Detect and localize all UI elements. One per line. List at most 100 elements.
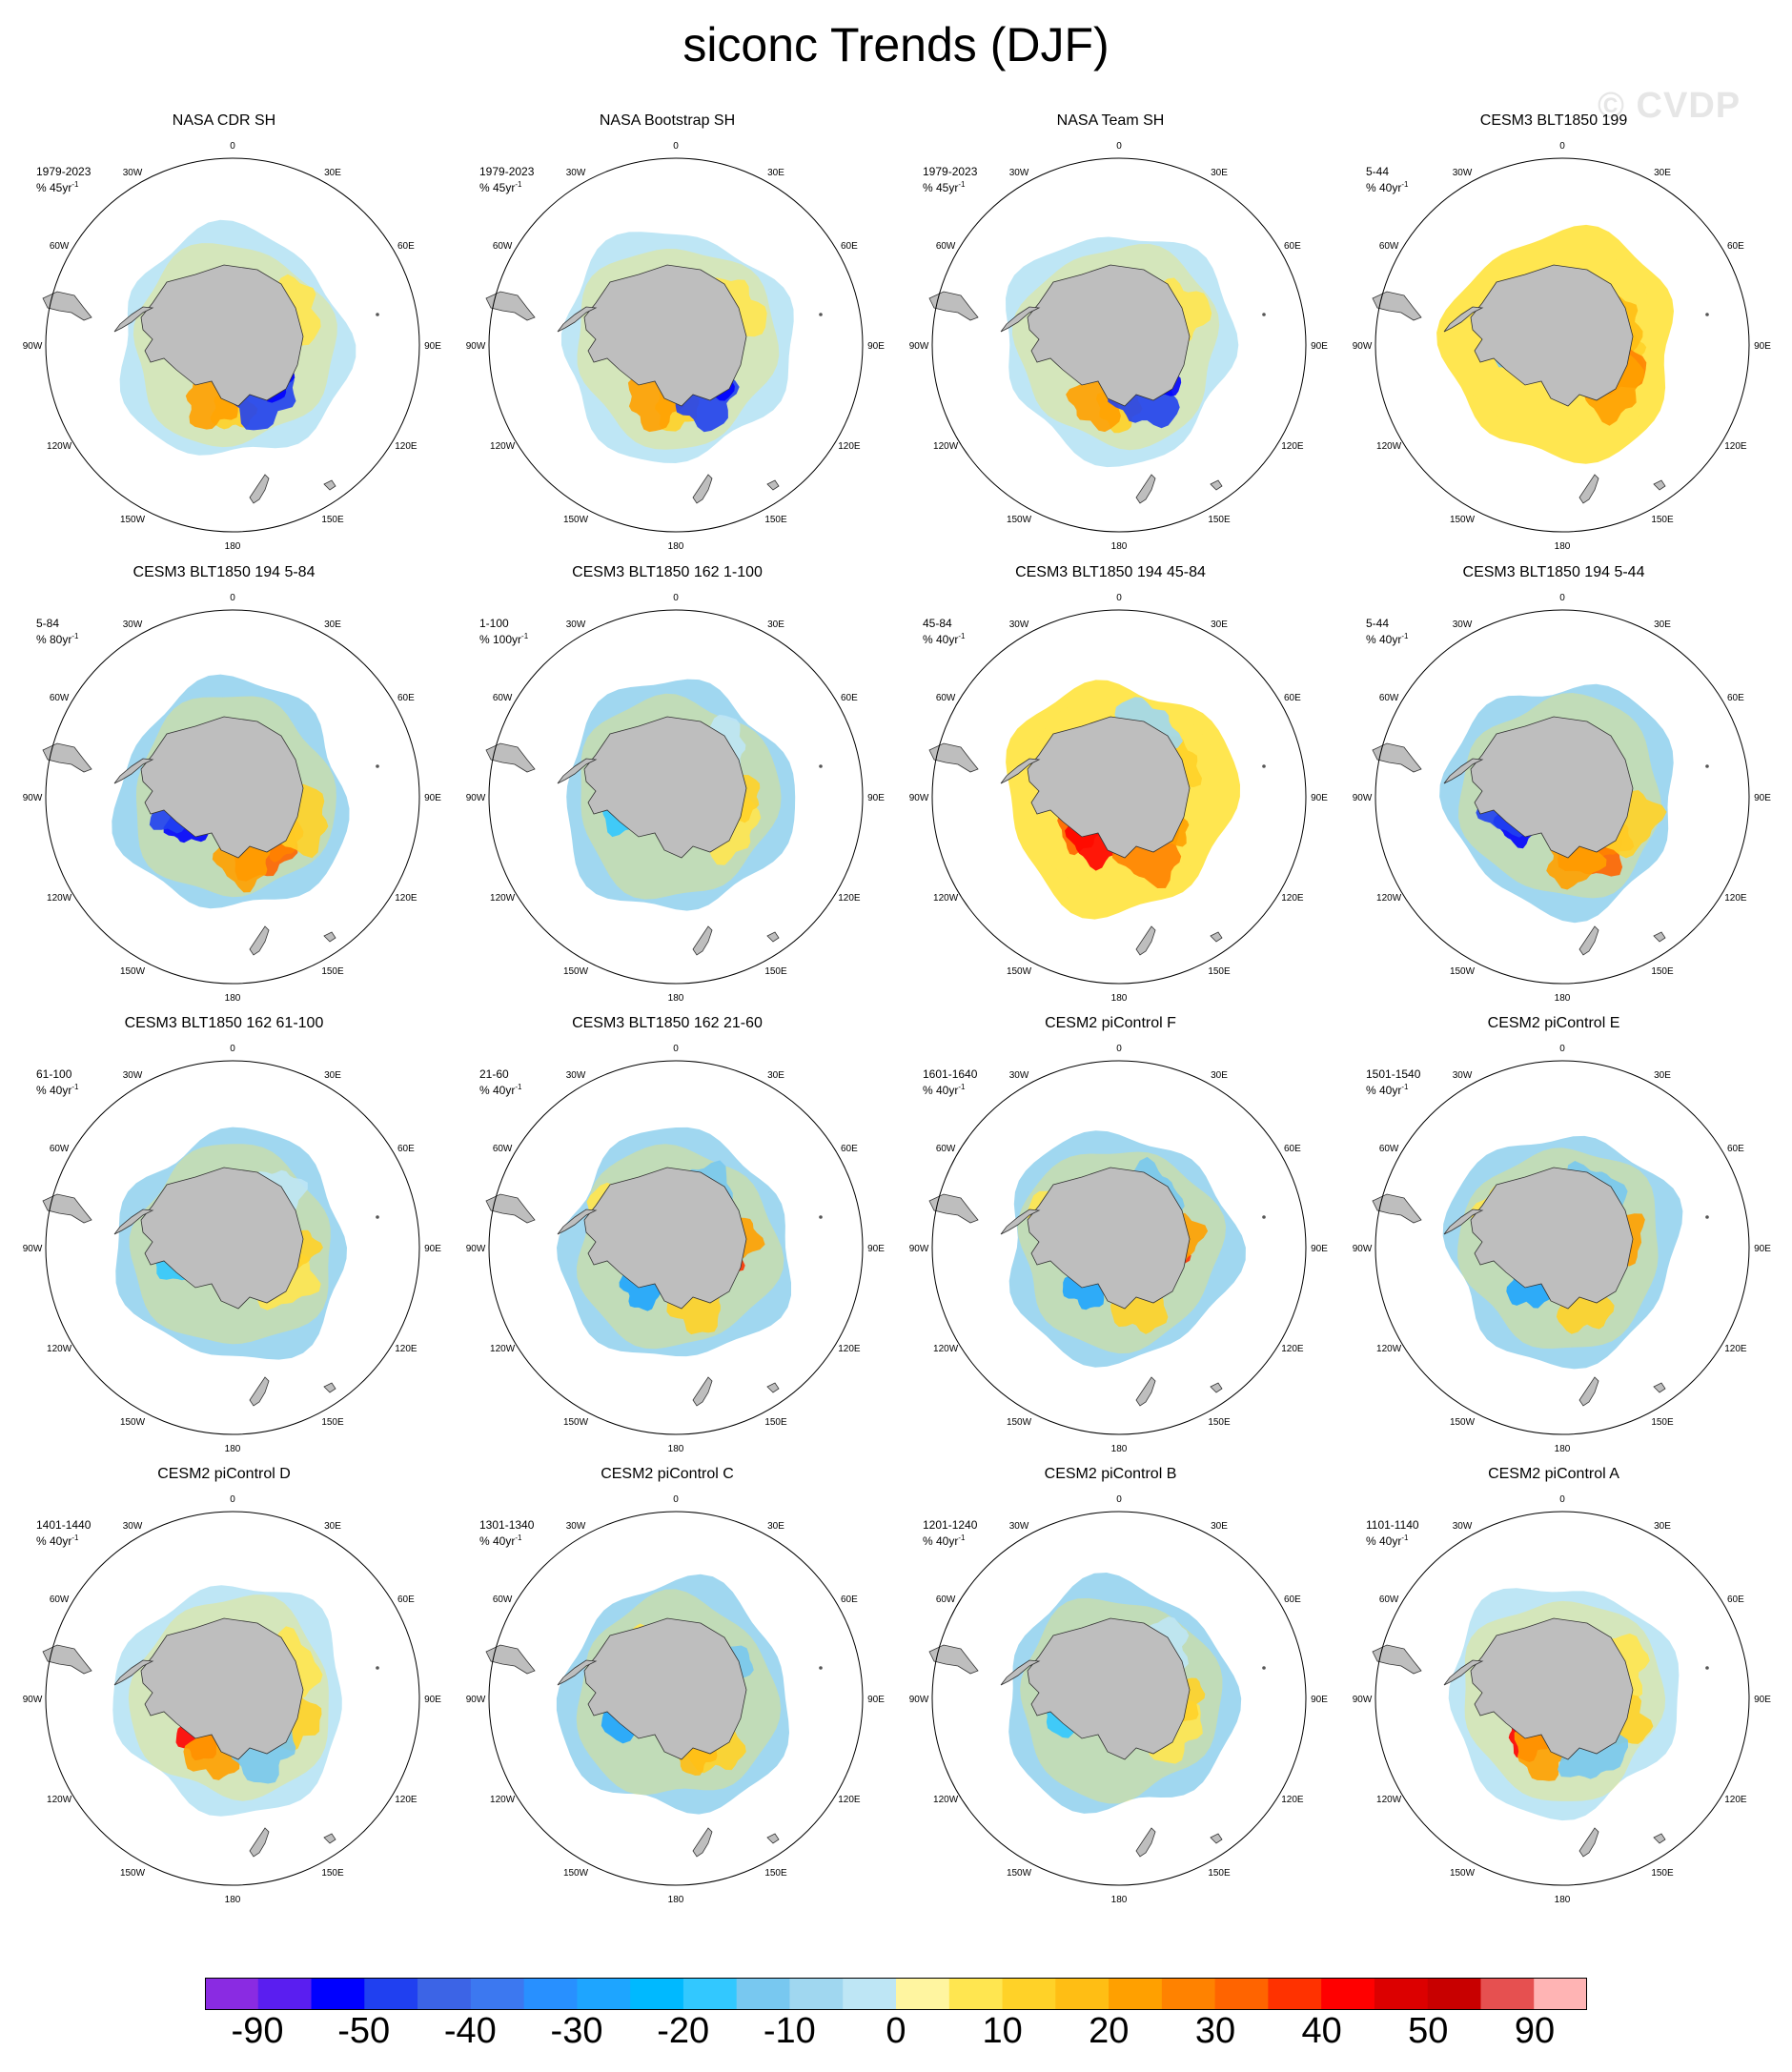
longitude-label: 90W (1353, 1695, 1373, 1705)
longitude-label: 180 (1555, 1444, 1571, 1454)
colorbar-swatch (630, 1978, 684, 2010)
longitude-label: 60W (50, 1595, 70, 1605)
longitude-label: 60E (841, 693, 858, 703)
new-zealand (1578, 1827, 1599, 1858)
south-america (1372, 1644, 1422, 1675)
panel-units: % 80yr-1 (36, 632, 79, 646)
longitude-label: 150W (120, 1417, 146, 1428)
antarctica (140, 716, 304, 859)
polar-map: 0 30E 60E 90E 120E 150E 180 150W 120W 90W 60W 30W (909, 1494, 1329, 1905)
colorbar-tick-label: 90 (1514, 2011, 1556, 2051)
panel-years: 1-100 (479, 617, 509, 630)
longitude-label: 60E (1284, 1144, 1301, 1154)
longitude-label: 90E (867, 1244, 885, 1254)
polar-map: 0 30E 60E 90E 120E 150E 180 150W 120W 90W 60W 30W (1353, 593, 1772, 1004)
longitude-label: 180 (668, 993, 684, 1004)
colorbar-swatch (736, 1978, 790, 2010)
kerguelen (376, 764, 379, 768)
longitude-label: 90E (1754, 1695, 1771, 1705)
longitude-label: 30E (767, 1521, 784, 1532)
kerguelen (1262, 313, 1266, 316)
longitude-label: 30W (566, 1070, 586, 1081)
longitude-label: 60E (1284, 1595, 1301, 1605)
tasmania (323, 1833, 336, 1844)
new-zealand (1135, 925, 1156, 956)
south-america (1372, 1193, 1422, 1224)
new-zealand (1135, 1376, 1156, 1407)
longitude-label: 0 (673, 1494, 679, 1505)
map-panel: 0 30E 60E 90E 120E 150E 180 150W 120W 90W 60W 30W CE… (886, 564, 1334, 1017)
south-america (1372, 742, 1422, 773)
longitude-label: 150W (1450, 515, 1476, 525)
longitude-label: 30E (1654, 1521, 1671, 1532)
kerguelen (819, 764, 823, 768)
panel-title: CESM3 BLT1850 162 61-100 (124, 1015, 324, 1031)
panel-title: CESM3 BLT1850 162 21-60 (572, 1015, 763, 1031)
tasmania (766, 1382, 780, 1393)
longitude-label: 120W (933, 1795, 959, 1805)
antarctica (1470, 1167, 1634, 1310)
longitude-label: 150E (321, 1417, 344, 1428)
longitude-label: 60W (493, 241, 513, 252)
longitude-label: 90W (909, 793, 929, 803)
tasmania (323, 1382, 336, 1393)
longitude-label: 90W (1353, 1244, 1373, 1254)
kerguelen (1262, 1215, 1266, 1219)
longitude-label: 150W (1450, 1417, 1476, 1428)
longitude-label: 60E (1727, 1595, 1744, 1605)
panel-title: CESM2 piControl B (1044, 1466, 1177, 1482)
panel-title: CESM3 BLT1850 199 (1479, 112, 1628, 129)
longitude-label: 150W (563, 1868, 589, 1879)
map-boundary (488, 1060, 864, 1435)
longitude-label: 30E (1654, 620, 1671, 630)
antarctica (140, 1167, 304, 1310)
map-boundary (1375, 1060, 1750, 1435)
polar-map: 0 30E 60E 90E 120E 150E 180 150W 120W 90W 60W 30W (909, 141, 1329, 552)
longitude-label: 120E (1281, 1795, 1304, 1805)
south-america (928, 291, 979, 321)
panel-title: CESM3 BLT1850 194 45-84 (1015, 564, 1206, 580)
longitude-label: 150E (321, 966, 344, 977)
kerguelen (1705, 1215, 1709, 1219)
longitude-label: 30E (324, 168, 341, 178)
longitude-label: 60E (1284, 241, 1301, 252)
longitude-label: 60W (936, 693, 956, 703)
kerguelen (819, 1666, 823, 1670)
tasmania (323, 931, 336, 943)
longitude-label: 0 (673, 1044, 679, 1054)
longitude-label: 60W (493, 1595, 513, 1605)
colorbar-swatch (523, 1978, 578, 2010)
longitude-label: 150E (1651, 1417, 1674, 1428)
map-boundary (45, 1060, 420, 1435)
map-panel: 0 30E 60E 90E 120E 150E 180 150W 120W 90W 60W 30W CE… (886, 1015, 1334, 1468)
map-boundary (1375, 609, 1750, 985)
longitude-label: 150W (1007, 1417, 1032, 1428)
longitude-label: 60E (1727, 241, 1744, 252)
panel-years: 1601-1640 (923, 1067, 978, 1081)
longitude-label: 150E (1208, 1868, 1231, 1879)
longitude-label: 30W (123, 1070, 143, 1081)
colorbar-swatch (257, 1978, 313, 2010)
colorbar-tick-label: 40 (1301, 2011, 1342, 2051)
longitude-label: 0 (1116, 141, 1122, 152)
longitude-label: 60E (397, 241, 415, 252)
panel-title: CESM3 BLT1850 162 1-100 (572, 564, 763, 580)
longitude-label: 30W (123, 620, 143, 630)
map-panel: 0 30E 60E 90E 120E 150E 180 150W 120W 90W 60W 30W NA… (886, 112, 1334, 565)
longitude-label: 150E (1208, 515, 1231, 525)
longitude-label: 90E (1311, 793, 1328, 803)
colorbar-swatch (1268, 1978, 1322, 2010)
longitude-label: 60W (936, 1595, 956, 1605)
map-panel: 0 30E 60E 90E 120E 150E 180 150W 120W 90W 60W 30W CE… (1330, 564, 1778, 1017)
longitude-label: 90E (1754, 1244, 1771, 1254)
longitude-label: 180 (1555, 541, 1571, 552)
longitude-label: 30W (566, 168, 586, 178)
longitude-label: 60E (841, 241, 858, 252)
longitude-label: 90E (1311, 1244, 1328, 1254)
longitude-label: 60W (1379, 241, 1399, 252)
longitude-label: 60E (1284, 693, 1301, 703)
panel-units: % 40yr-1 (1366, 1083, 1409, 1097)
antarctica (140, 1617, 304, 1760)
colorbar-tick-label: 30 (1194, 2011, 1236, 2051)
colorbar-swatch (417, 1978, 472, 2010)
